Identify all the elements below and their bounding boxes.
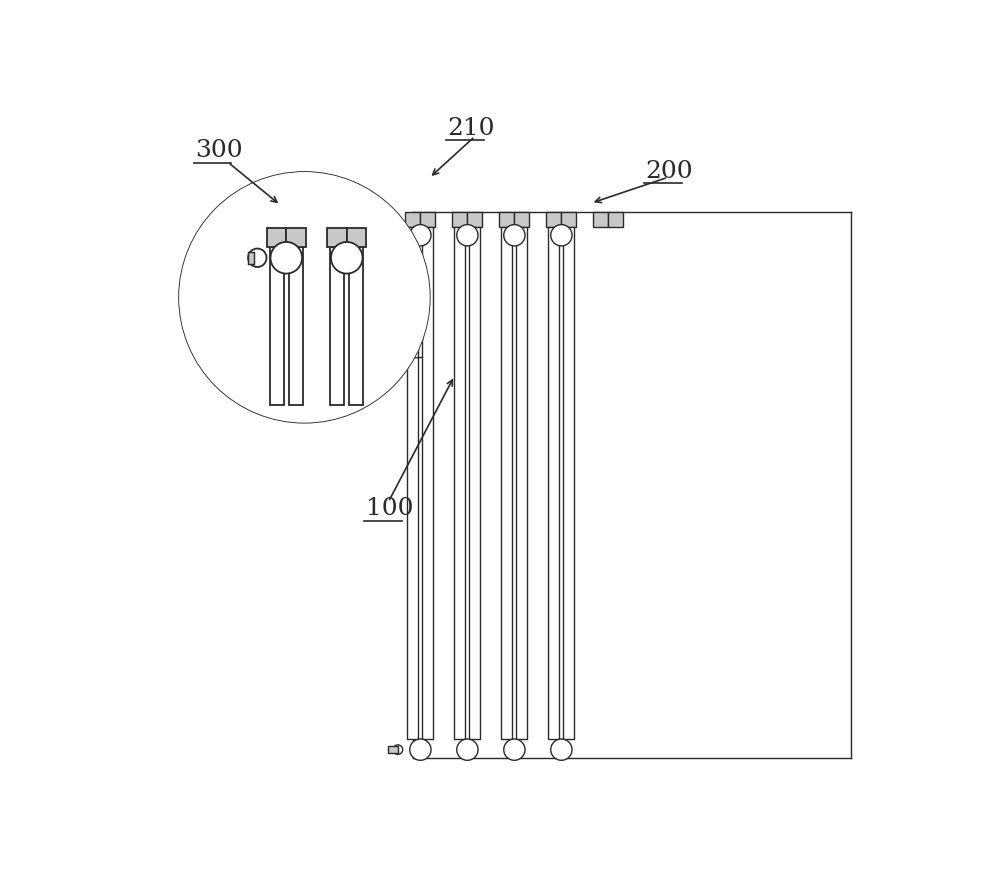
Circle shape: [692, 739, 713, 760]
Bar: [289, 247, 303, 405]
Bar: [516, 227, 527, 739]
Bar: [407, 227, 418, 739]
Bar: [655, 212, 670, 227]
Bar: [347, 228, 366, 247]
Bar: [349, 247, 363, 405]
Bar: [702, 212, 717, 227]
Circle shape: [598, 739, 619, 760]
Text: 200: 200: [646, 159, 693, 183]
Circle shape: [457, 739, 478, 760]
Bar: [608, 212, 623, 227]
Bar: [422, 227, 433, 739]
Bar: [610, 227, 621, 739]
Bar: [751, 227, 762, 739]
Circle shape: [833, 739, 854, 760]
Bar: [830, 227, 841, 739]
Bar: [783, 227, 794, 739]
Bar: [749, 212, 764, 227]
Bar: [270, 247, 284, 405]
Circle shape: [645, 225, 666, 246]
Circle shape: [393, 745, 403, 755]
Bar: [467, 212, 482, 227]
Circle shape: [739, 225, 760, 246]
Bar: [388, 231, 398, 239]
Circle shape: [410, 225, 431, 246]
Circle shape: [645, 739, 666, 760]
Bar: [736, 227, 747, 739]
Circle shape: [331, 242, 363, 274]
Bar: [657, 227, 668, 739]
Circle shape: [598, 225, 619, 246]
Text: 100: 100: [366, 497, 413, 520]
Bar: [330, 247, 344, 405]
Circle shape: [833, 225, 854, 246]
Bar: [689, 227, 700, 739]
Bar: [640, 212, 655, 227]
Circle shape: [786, 739, 807, 760]
Circle shape: [457, 225, 478, 246]
Bar: [843, 212, 858, 227]
Bar: [828, 212, 843, 227]
Circle shape: [178, 171, 431, 424]
Circle shape: [270, 242, 302, 274]
Circle shape: [504, 739, 525, 760]
Bar: [595, 227, 606, 739]
Bar: [563, 227, 574, 739]
Circle shape: [504, 225, 525, 246]
Circle shape: [551, 225, 572, 246]
Bar: [405, 212, 420, 227]
Bar: [452, 212, 467, 227]
Bar: [845, 227, 856, 739]
Bar: [704, 227, 715, 739]
Bar: [499, 212, 514, 227]
Circle shape: [861, 745, 871, 755]
Circle shape: [692, 225, 713, 246]
Circle shape: [786, 225, 807, 246]
Circle shape: [551, 739, 572, 760]
Bar: [454, 227, 465, 739]
Circle shape: [739, 739, 760, 760]
Bar: [501, 227, 512, 739]
Bar: [327, 228, 347, 247]
Bar: [781, 212, 796, 227]
Bar: [798, 227, 809, 739]
Bar: [796, 212, 811, 227]
Bar: [548, 227, 559, 739]
Bar: [267, 228, 286, 247]
Circle shape: [410, 739, 431, 760]
Bar: [687, 212, 702, 227]
Circle shape: [861, 230, 871, 240]
Bar: [593, 212, 608, 227]
Bar: [546, 212, 561, 227]
Bar: [514, 212, 529, 227]
Circle shape: [393, 230, 403, 240]
Bar: [469, 227, 480, 739]
Text: 210: 210: [448, 117, 495, 140]
Text: 300: 300: [195, 139, 243, 162]
Bar: [388, 746, 398, 753]
Bar: [642, 227, 653, 739]
Bar: [734, 212, 749, 227]
Bar: [286, 228, 306, 247]
Bar: [248, 252, 254, 264]
Circle shape: [248, 249, 267, 267]
Bar: [561, 212, 576, 227]
Bar: [420, 212, 435, 227]
